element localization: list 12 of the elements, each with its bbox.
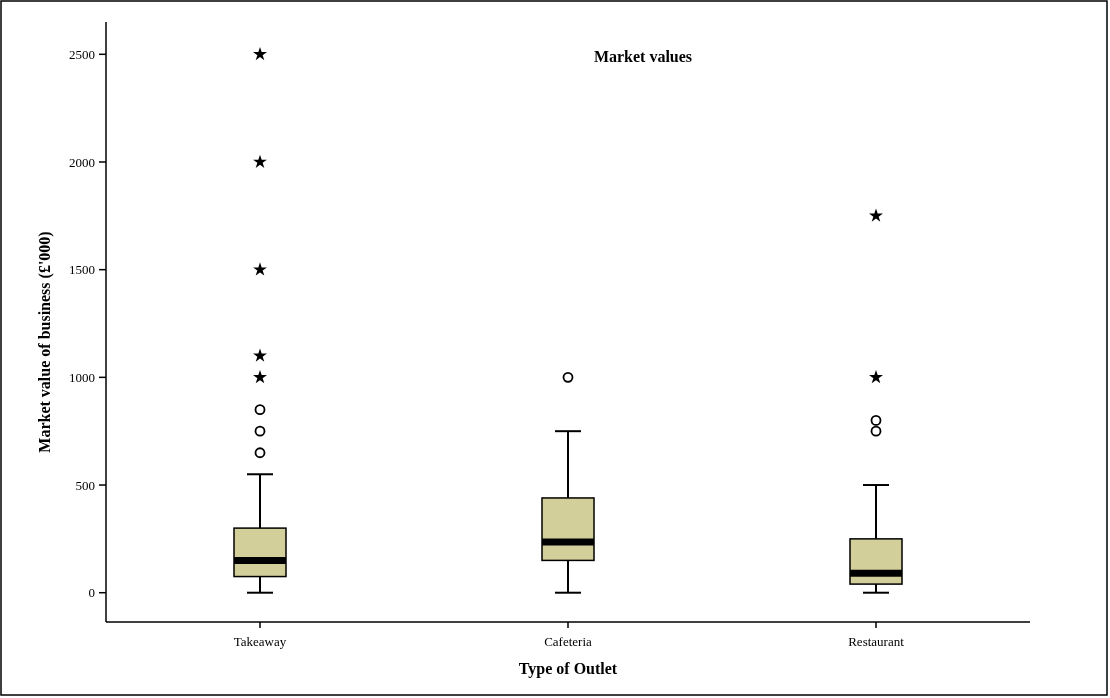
y-tick-label: 1000 [69, 369, 95, 385]
x-tick-label: Restaurant [848, 634, 905, 649]
y-tick-label: 500 [75, 477, 95, 493]
x-axis-title: Type of Outlet [518, 660, 618, 678]
y-tick-label: 1500 [69, 262, 95, 278]
y-tick-label: 0 [88, 585, 95, 601]
y-tick-label: 2500 [69, 46, 95, 62]
x-tick-label: Takeaway [233, 634, 287, 649]
x-tick-label: Cafeteria [544, 634, 593, 649]
y-tick-label: 2000 [69, 154, 95, 170]
y-axis-title: Market value of business (£'000) [36, 231, 54, 453]
text: Market values [593, 48, 693, 65]
